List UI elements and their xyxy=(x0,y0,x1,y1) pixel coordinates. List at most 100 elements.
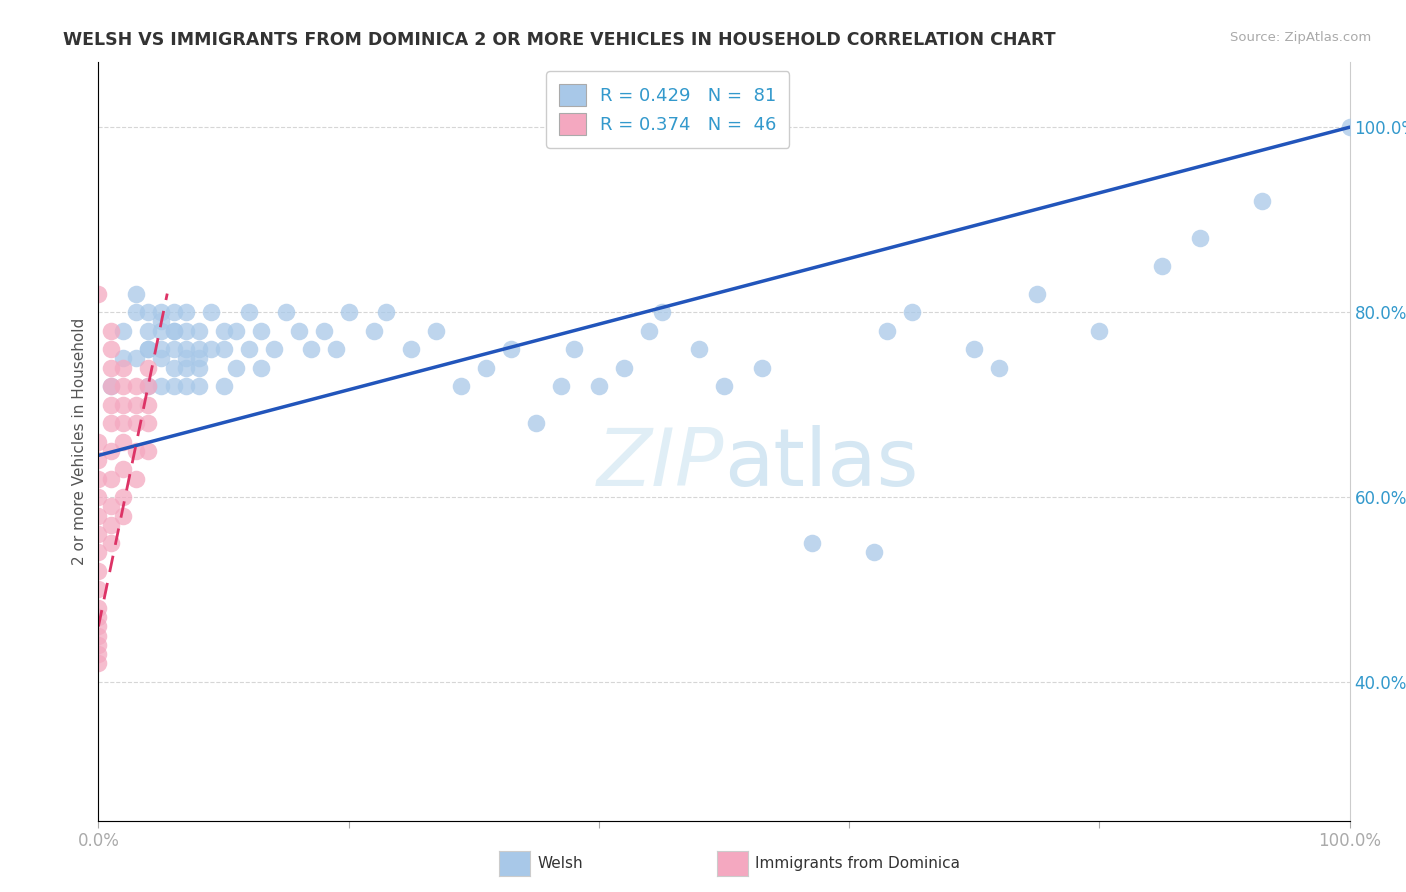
Point xyxy=(900,305,922,319)
Point xyxy=(125,471,148,485)
Point xyxy=(299,342,322,356)
Point xyxy=(988,360,1011,375)
Point xyxy=(688,342,710,356)
Text: atlas: atlas xyxy=(724,425,918,503)
Point xyxy=(112,351,135,366)
Point xyxy=(100,379,122,393)
Point xyxy=(212,342,235,356)
Point xyxy=(287,324,309,338)
Point xyxy=(274,305,298,319)
Point xyxy=(100,398,122,412)
Point xyxy=(250,324,273,338)
Point xyxy=(150,314,173,328)
Point xyxy=(550,379,572,393)
Point xyxy=(174,342,197,356)
Point xyxy=(187,351,209,366)
Point xyxy=(100,379,122,393)
Point xyxy=(162,342,184,356)
Point xyxy=(238,305,260,319)
Text: WELSH VS IMMIGRANTS FROM DOMINICA 2 OR MORE VEHICLES IN HOUSEHOLD CORRELATION CH: WELSH VS IMMIGRANTS FROM DOMINICA 2 OR M… xyxy=(63,31,1056,49)
Point xyxy=(524,416,547,430)
Point xyxy=(87,629,110,643)
Point xyxy=(100,443,122,458)
Point xyxy=(138,443,160,458)
Point xyxy=(225,324,247,338)
Point xyxy=(87,638,110,652)
Point xyxy=(100,416,122,430)
Point xyxy=(263,342,285,356)
Point xyxy=(588,379,610,393)
Point xyxy=(87,471,110,485)
Point xyxy=(187,360,209,375)
Point xyxy=(112,398,135,412)
Point xyxy=(1188,231,1211,245)
Point xyxy=(100,471,122,485)
Point xyxy=(125,286,148,301)
Point xyxy=(187,324,209,338)
Point xyxy=(138,379,160,393)
Point xyxy=(174,351,197,366)
Point xyxy=(162,324,184,338)
Point xyxy=(112,462,135,476)
Point xyxy=(225,360,247,375)
Point xyxy=(450,379,472,393)
Point xyxy=(87,647,110,661)
Point xyxy=(87,610,110,624)
Point xyxy=(863,545,886,559)
Point xyxy=(187,342,209,356)
Point xyxy=(800,536,823,550)
Point xyxy=(250,360,273,375)
Point xyxy=(162,360,184,375)
Point xyxy=(150,351,173,366)
Point xyxy=(138,305,160,319)
Point xyxy=(501,342,523,356)
Point xyxy=(238,342,260,356)
Point xyxy=(312,324,335,338)
Point xyxy=(100,342,122,356)
Point xyxy=(751,360,773,375)
Point xyxy=(150,379,173,393)
Point xyxy=(87,453,110,467)
Point xyxy=(87,434,110,449)
Point xyxy=(112,434,135,449)
Point xyxy=(1088,324,1111,338)
Point xyxy=(125,379,148,393)
Point xyxy=(87,490,110,504)
Point xyxy=(138,398,160,412)
Point xyxy=(212,324,235,338)
Point xyxy=(112,360,135,375)
Point xyxy=(87,619,110,633)
Point xyxy=(363,324,385,338)
Point xyxy=(125,305,148,319)
Point xyxy=(87,508,110,523)
Point xyxy=(325,342,347,356)
Point xyxy=(138,416,160,430)
Point xyxy=(87,545,110,559)
Point xyxy=(174,379,197,393)
Point xyxy=(87,286,110,301)
Point xyxy=(963,342,986,356)
Point xyxy=(1339,120,1361,135)
Point xyxy=(212,379,235,393)
Point xyxy=(162,324,184,338)
Point xyxy=(125,416,148,430)
Point xyxy=(150,324,173,338)
Point xyxy=(100,324,122,338)
Point xyxy=(613,360,636,375)
Point xyxy=(125,351,148,366)
Point xyxy=(112,324,135,338)
Point xyxy=(337,305,360,319)
Point xyxy=(638,324,661,338)
Point xyxy=(100,500,122,514)
Point xyxy=(1251,194,1274,208)
Point xyxy=(562,342,585,356)
Point xyxy=(876,324,898,338)
Point xyxy=(200,342,222,356)
Point xyxy=(1026,286,1049,301)
Point xyxy=(112,416,135,430)
Point xyxy=(375,305,398,319)
Point xyxy=(162,379,184,393)
Point xyxy=(138,342,160,356)
Point xyxy=(138,379,160,393)
Point xyxy=(187,379,209,393)
